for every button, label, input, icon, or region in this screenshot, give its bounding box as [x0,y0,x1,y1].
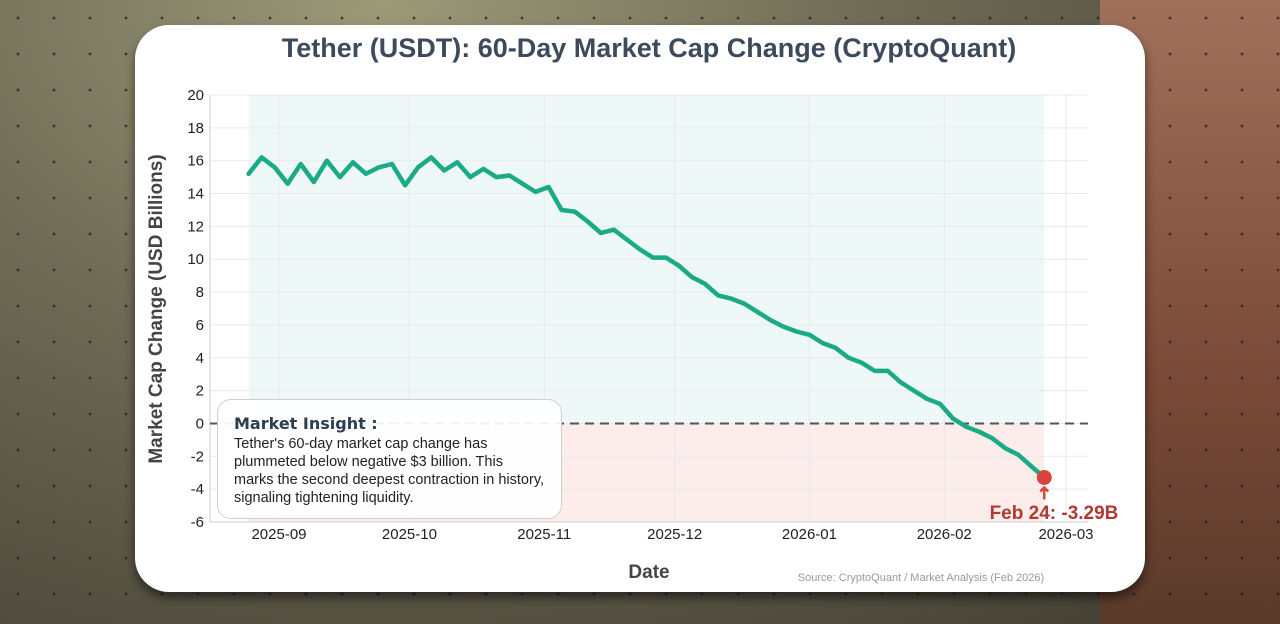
data-point [742,301,747,306]
data-point [585,219,590,224]
data-point [494,175,499,180]
data-point [559,207,564,212]
data-point [377,165,382,170]
data-point [950,416,955,421]
data-point [572,209,577,214]
data-point [859,360,864,365]
y-tick-label: -2 [191,448,204,465]
data-point [363,171,368,176]
data-point [872,368,877,373]
x-axis-label: Date [628,562,669,583]
data-point [703,281,708,286]
data-point [690,275,695,280]
insight-title: Market Insight : [234,414,378,433]
data-point [533,189,538,194]
data-point [637,247,642,252]
y-tick-label: 8 [196,284,204,301]
data-point [977,429,982,434]
arrow-head-icon [1039,485,1050,493]
data-point [807,332,812,337]
data-point [611,227,616,232]
data-point [624,237,629,242]
data-point [598,230,603,235]
data-point [324,158,329,163]
data-point [677,263,682,268]
y-tick-label: -6 [191,514,204,531]
x-tick-label: 2026-01 [782,526,837,543]
data-point [937,401,942,406]
x-tick-label: 2026-03 [1038,526,1093,543]
data-point [768,317,773,322]
data-point [663,255,668,260]
data-point [911,388,916,393]
y-tick-label: 0 [196,415,204,432]
data-point [259,155,264,160]
y-tick-label: 16 [187,153,204,170]
data-point [468,175,473,180]
data-point [794,329,799,334]
y-tick-label: 2 [196,383,204,400]
data-point [755,309,760,314]
data-point [298,161,303,166]
y-tick-label: 6 [196,317,204,334]
data-point [403,183,408,188]
x-tick-label: 2026-02 [917,526,972,543]
x-tick-label: 2025-10 [382,526,437,543]
data-point [311,180,316,185]
x-tick-label: 2025-11 [517,526,571,543]
data-point [716,293,721,298]
highlight-label: Feb 24: -3.29B [990,503,1119,524]
y-tick-label: 10 [187,251,204,268]
y-axis-label: Market Cap Change (USD Billions) [146,154,167,463]
insight-text: Tether's 60-day market cap change has pl… [234,436,545,506]
y-tick-label: 20 [187,87,204,104]
data-point [272,165,277,170]
data-point [885,368,890,373]
data-point [898,380,903,385]
data-point [285,181,290,186]
y-tick-label: -4 [191,481,204,498]
data-point [846,355,851,360]
data-point [781,324,786,329]
data-point [481,166,486,171]
data-point [416,165,421,170]
series-line [246,155,1047,480]
data-point [507,173,512,178]
data-point [442,168,447,173]
data-point [833,345,838,350]
data-point [1016,452,1021,457]
data-point [429,155,434,160]
data-point [820,340,825,345]
data-point [520,181,525,186]
data-point [963,424,968,429]
data-point [246,171,251,176]
data-point [990,436,995,441]
data-point [350,160,355,165]
data-point [337,175,342,180]
data-point [455,160,460,165]
data-point [729,296,734,301]
data-point [390,161,395,166]
data-point [1029,464,1034,469]
data-point [546,184,551,189]
data-point [650,255,655,260]
y-tick-label: 14 [187,186,204,203]
x-tick-label: 2025-12 [647,526,702,543]
data-point [1003,446,1008,451]
market-insight-box: Market Insight : Tether's 60-day market … [217,399,562,519]
y-tick-label: 12 [187,218,204,235]
y-tick-label: 4 [196,350,204,367]
data-point [924,396,929,401]
y-tick-label: 18 [187,120,204,137]
chart-title: Tether (USDT): 60-Day Market Cap Change … [282,33,1017,63]
x-tick-label: 2025-09 [251,526,306,543]
highlight-point [1036,469,1052,485]
source-note: Source: CryptoQuant / Market Analysis (F… [798,572,1044,584]
